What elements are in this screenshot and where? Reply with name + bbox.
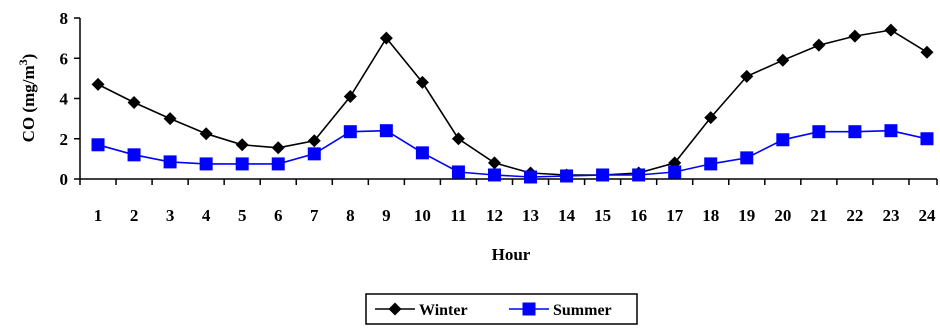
x-tick-label: 24 [918,206,936,225]
data-point-summer [560,169,574,183]
data-point-winter [812,38,826,52]
data-point-winter [307,134,321,148]
x-tick-label: 14 [558,206,576,225]
data-point-summer [235,157,249,171]
x-tick-label: 3 [166,206,175,225]
data-point-winter [127,96,141,110]
x-tick-label: 13 [522,206,539,225]
series-winter [91,23,934,182]
legend-swatch-marker [522,302,536,316]
x-tick-label: 17 [666,206,684,225]
data-point-winter [884,23,898,37]
data-point-summer [920,132,934,146]
data-point-winter [235,138,249,152]
data-point-summer [163,155,177,169]
y-tick-label: 0 [60,170,69,189]
data-point-summer [596,168,610,182]
x-tick-label: 7 [310,206,319,225]
data-point-winter [776,53,790,67]
data-point-summer [199,157,213,171]
data-point-summer [848,125,862,139]
data-point-summer [884,124,898,138]
data-point-winter [343,89,357,103]
data-point-summer [632,168,646,182]
legend-label: Winter [419,302,468,319]
data-point-winter [91,77,105,91]
y-tick-label: 2 [60,130,69,149]
data-point-summer [343,125,357,139]
data-point-winter [379,31,393,45]
data-point-summer [524,170,538,184]
data-point-winter [704,111,718,125]
x-tick-label: 12 [486,206,503,225]
data-point-winter [415,75,429,89]
data-point-summer [740,151,754,165]
data-point-winter [487,156,501,170]
data-point-winter [740,69,754,83]
x-tick-label: 10 [414,206,431,225]
x-tick-label: 1 [94,206,103,225]
data-point-winter [163,112,177,126]
x-tick-label: 19 [738,206,755,225]
x-tick-label: 2 [130,206,139,225]
data-point-winter [848,29,862,43]
series-summer [91,124,934,184]
x-tick-label: 23 [882,206,899,225]
x-tick-label: 5 [238,206,247,225]
data-point-summer [91,138,105,152]
data-point-summer [451,165,465,179]
x-tick-label: 8 [346,206,355,225]
data-point-summer [379,124,393,138]
x-tick-label: 18 [702,206,719,225]
data-point-summer [307,147,321,161]
series-layer [91,23,934,184]
data-point-summer [415,146,429,160]
data-point-summer [776,133,790,147]
x-tick-label: 16 [630,206,647,225]
legend-item-summer: Summer [509,302,612,319]
legend: Winter Summer [365,293,638,325]
data-point-winter [199,127,213,141]
x-tick-label: 11 [450,206,466,225]
x-axis-title: Hour [492,245,531,264]
data-point-winter [920,45,934,59]
legend-label: Summer [553,302,612,319]
data-point-summer [127,148,141,162]
x-tick-label: 22 [846,206,863,225]
x-tick-label: 4 [202,206,211,225]
data-point-summer [704,157,718,171]
data-point-summer [487,168,501,182]
y-tick-label: 4 [60,90,69,109]
x-tick-label: 20 [774,206,791,225]
series-line-winter [97,29,928,176]
data-point-summer [271,157,285,171]
data-point-summer [812,125,826,139]
data-point-winter [451,132,465,146]
x-tick-label: 6 [274,206,283,225]
legend-swatch-marker [388,302,402,316]
y-axis-title: CO (mg/m3) [16,54,38,143]
series-line-summer [97,129,928,178]
y-axis: 0 2 4 6 8 [60,9,81,189]
x-tick-label: 15 [594,206,611,225]
data-point-summer [668,165,682,179]
x-tick-label: 9 [382,206,391,225]
legend-item-winter: Winter [375,302,468,319]
y-tick-label: 6 [60,49,69,68]
x-tick-label: 21 [810,206,827,225]
y-tick-label: 8 [60,9,69,28]
x-axis: 1 2 3 4 5 6 7 8 9 10 11 12 13 14 15 16 17 18 19 20 21 22 23 24 [79,178,938,225]
data-point-winter [271,141,285,155]
